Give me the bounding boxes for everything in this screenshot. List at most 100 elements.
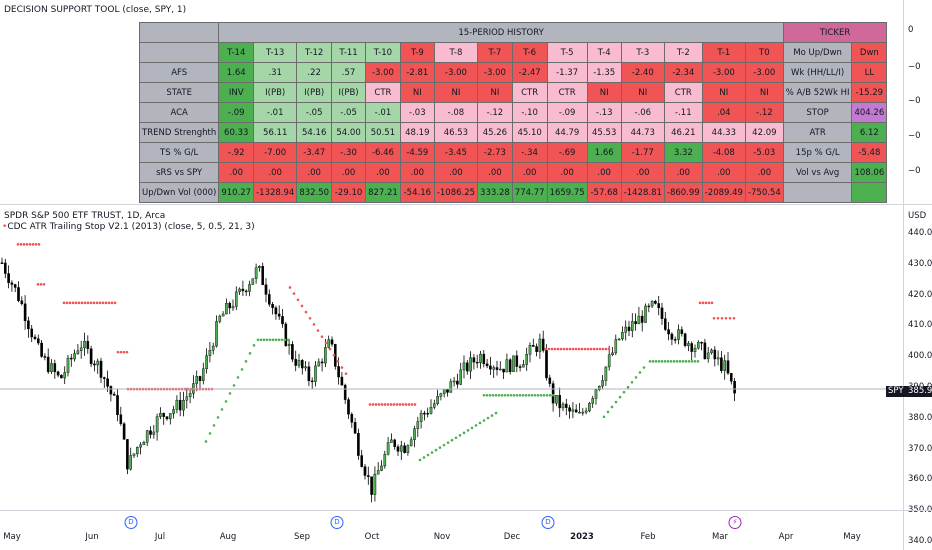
period-header: T-2 [663, 42, 703, 63]
pane-separator[interactable] [0, 204, 932, 205]
time-tick: May [3, 532, 21, 542]
history-cell: 60.33 [218, 122, 255, 143]
candle [376, 470, 380, 475]
history-cell: -.92 [218, 142, 255, 163]
row-label: TREND Strenghth [138, 122, 220, 143]
candle [10, 282, 14, 285]
history-cell: -3.47 [296, 142, 333, 163]
candle [370, 476, 373, 495]
stop-dot [482, 419, 486, 422]
stop-dot [544, 347, 548, 351]
candle [79, 347, 83, 352]
stop-dot [607, 347, 611, 351]
candle [46, 356, 50, 372]
study-title: CDC ATR Trailing Stop V2.1 (2013) (close… [7, 222, 255, 232]
indicator-axis-tick: 0 [908, 25, 914, 35]
stop-dot [413, 403, 417, 406]
stop-dot [524, 393, 528, 397]
history-cell: -3.00 [477, 62, 513, 83]
stop-dot [34, 243, 38, 246]
candle [479, 353, 482, 364]
history-cell: .22 [296, 62, 333, 83]
candle [466, 362, 469, 372]
stop-dot [401, 403, 405, 406]
stop-dot [687, 360, 691, 363]
candle [330, 339, 334, 345]
stop-dot [485, 393, 489, 397]
history-cell: 46.21 [663, 122, 703, 143]
stop-dot [530, 393, 534, 397]
currency-label[interactable]: USD [908, 211, 927, 221]
stop-dot [565, 347, 569, 351]
dividend-event-icon[interactable]: D [330, 516, 344, 529]
stop-dot [300, 304, 304, 308]
stop-dot [547, 347, 551, 351]
stop-dot [663, 360, 667, 363]
candle [297, 360, 301, 366]
stop-dot [614, 400, 618, 404]
stop-dot [602, 415, 606, 419]
dividend-event-icon[interactable]: D [124, 516, 138, 529]
stop-dot [383, 403, 387, 406]
candle [132, 453, 136, 456]
stop-dot [442, 443, 446, 447]
history-cell: 333.28 [477, 182, 513, 203]
stop-dot [474, 424, 478, 427]
price-chart[interactable] [0, 205, 903, 510]
candle [683, 333, 687, 346]
candle [201, 368, 205, 381]
candle [182, 399, 185, 411]
history-cell: -2089.49 [701, 182, 746, 203]
candle [314, 365, 317, 382]
history-cell: -4.59 [399, 142, 435, 163]
stop-dot [316, 329, 320, 332]
history-cell: .00 [511, 162, 548, 183]
stop-dot [462, 431, 466, 435]
ticker-value: Dwn [851, 42, 888, 63]
stop-dot [551, 393, 555, 397]
candle [429, 407, 433, 414]
stop-dot [553, 347, 557, 351]
candle [129, 455, 133, 470]
stop-dot [704, 301, 708, 305]
history-cell: 774.77 [511, 182, 548, 203]
split-event-icon[interactable]: ⚡ [728, 516, 742, 529]
candle [581, 411, 585, 414]
stop-dot [296, 298, 300, 302]
history-cell: .00 [296, 162, 333, 183]
time-tick: Aug [219, 532, 237, 542]
stop-dot [446, 441, 450, 444]
history-cell: -.08 [433, 102, 479, 123]
candle [178, 399, 182, 411]
candle [215, 321, 218, 347]
candle [713, 349, 717, 360]
stop-dot [533, 393, 537, 397]
candle [489, 365, 492, 370]
candle [248, 284, 251, 292]
stop-dot [693, 360, 697, 363]
ticker-label: Vol vs Avg [782, 162, 853, 183]
symbol-title[interactable]: SPDR S&P 500 ETF TRUST, 1D, Arca [4, 211, 166, 221]
decision-support-table: 15-PERIOD HISTORY TICKER T-14 T-13 T-12 T-1… [138, 22, 888, 203]
history-cell: .00 [586, 162, 622, 183]
candle [165, 416, 169, 420]
candle [175, 399, 179, 410]
stop-dot [28, 243, 32, 246]
candle [205, 355, 208, 370]
history-cell: 56.11 [253, 122, 298, 143]
history-cell: .00 [546, 162, 588, 183]
candle [221, 313, 225, 317]
study-title-row[interactable]: •CDC ATR Trailing Stop V2.1 (2013) (clos… [2, 222, 255, 232]
stop-dot [598, 347, 602, 351]
stop-dot [486, 416, 490, 420]
stop-dot [626, 385, 630, 389]
history-cell: 910.27 [218, 182, 255, 203]
indicator-title[interactable]: DECISION SUPPORT TOOL (close, SPY, 1) [4, 5, 187, 15]
candle [439, 393, 443, 397]
stop-dot [113, 301, 117, 305]
history-cell: -1.37 [546, 62, 588, 83]
history-cell: NI [477, 82, 513, 103]
stop-dot [380, 403, 384, 406]
dividend-event-icon[interactable]: D [541, 516, 555, 529]
candle [340, 376, 344, 386]
